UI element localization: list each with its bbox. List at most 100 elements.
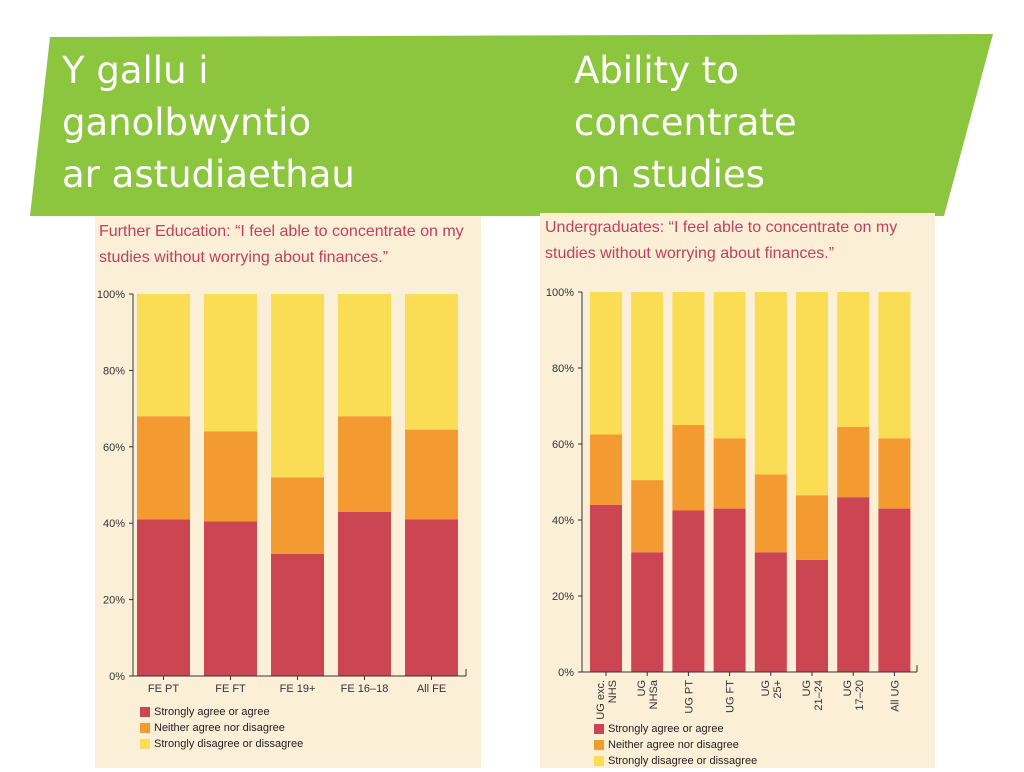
x-tick-label: UG21–24 xyxy=(801,680,825,711)
legend-label: Strongly disagree or dissagree xyxy=(154,738,304,750)
bar-segment xyxy=(713,508,746,672)
y-tick-label: 60% xyxy=(552,439,574,451)
legend-swatch xyxy=(594,724,604,734)
x-tick-label-group: UG PT xyxy=(683,680,695,714)
bar-segment xyxy=(631,552,664,672)
x-tick-label: FE 19+ xyxy=(280,683,316,695)
x-tick-label-line: NHSa xyxy=(648,679,660,709)
bar-segment xyxy=(796,559,828,672)
x-tick-label: UG PT xyxy=(683,680,695,714)
x-tick-label-line: UG xyxy=(636,680,648,697)
bar-segment xyxy=(672,292,705,425)
further-education-chart: 0% 20% 40% 60% 80% 100% FE PT FE FT FE 19+ FE 16–… xyxy=(97,289,467,695)
bar-segment xyxy=(713,292,746,439)
legend-swatch xyxy=(594,740,604,750)
bar-segment xyxy=(837,292,870,427)
bar-segment xyxy=(338,294,391,417)
x-tick-label-group: UGNHSa xyxy=(636,679,660,709)
x-tick-label-line: UG PT xyxy=(683,680,695,714)
bar-segment xyxy=(878,508,911,672)
x-tick-label: FE 16–18 xyxy=(341,683,389,695)
english-title: Ability to concentrate on studies xyxy=(574,49,797,196)
x-tick-label-group: UG exc.NHS xyxy=(595,680,619,720)
bar-segment xyxy=(590,292,622,435)
bar-segment xyxy=(672,510,705,672)
legend-label: Strongly disagree or dissagree xyxy=(608,755,758,767)
bar-segment xyxy=(405,429,458,520)
bar-segment xyxy=(631,292,664,481)
bar-segment xyxy=(713,438,746,509)
x-tick-label: UGNHSa xyxy=(636,679,660,709)
bar-segment xyxy=(878,438,911,509)
bar-segment xyxy=(590,504,622,672)
x-tick-label: FE FT xyxy=(215,683,246,695)
bar-segment xyxy=(796,495,828,560)
y-tick-label: 40% xyxy=(103,518,125,530)
x-tick-label-line: UG xyxy=(801,680,813,697)
title-banner: Y gallu i ganolbwyntio ar astudiaethau A… xyxy=(0,0,1024,230)
x-tick-label-group: UG21–24 xyxy=(801,680,825,711)
x-tick-label-group: UG25+ xyxy=(760,680,784,699)
legend-swatch xyxy=(140,739,150,749)
y-tick-label: 0% xyxy=(558,667,574,679)
bar-segment xyxy=(338,416,391,512)
x-tick-label-line: UG xyxy=(760,680,772,697)
x-tick-label-line: UG FT xyxy=(725,680,737,713)
legend-label: Strongly agree or agree xyxy=(154,706,270,718)
legend-label: Neither agree nor disagree xyxy=(154,722,285,734)
y-tick-label: 80% xyxy=(103,365,125,377)
x-tick-label: All FE xyxy=(417,683,446,695)
bar-segment xyxy=(137,294,190,417)
y-tick-label: 100% xyxy=(546,287,574,299)
x-tick-label-line: NHS xyxy=(607,680,619,703)
y-tick-label: 40% xyxy=(552,515,574,527)
y-tick-label: 20% xyxy=(552,591,574,603)
bar-segment xyxy=(271,294,324,478)
x-tick-label-line: 17–20 xyxy=(854,680,866,711)
x-tick-label: UG FT xyxy=(725,680,737,713)
bar-segment xyxy=(137,416,190,520)
bar-segment xyxy=(878,292,911,439)
bar-segment xyxy=(796,292,828,496)
legend-label: Strongly agree or agree xyxy=(608,723,724,735)
x-tick-label-line: 21–24 xyxy=(813,680,825,711)
undergraduates-chart: 0%20%40%60%80%100%UG exc.NHS UGNHSa UG PT U… xyxy=(546,287,918,720)
x-tick-label: All UG xyxy=(889,680,901,712)
legend-label: Neither agree nor disagree xyxy=(608,739,739,751)
further-education-chart-panel: Further Education: “I feel able to conce… xyxy=(95,216,481,768)
legend-swatch xyxy=(140,723,150,733)
chart-title: Undergraduates: “I feel able to concentr… xyxy=(545,219,898,262)
y-tick-label: 0% xyxy=(109,671,125,683)
x-tick-label-line: All UG xyxy=(889,680,901,712)
bar-segment xyxy=(631,480,664,553)
y-tick-label: 20% xyxy=(103,595,125,607)
x-tick-label-group: UG FT xyxy=(725,680,737,713)
bar-segment xyxy=(672,425,705,511)
bar-segment xyxy=(405,519,458,676)
bar-segment xyxy=(271,553,324,676)
x-tick-label-group: All UG xyxy=(889,680,901,712)
x-tick-label: FE PT xyxy=(148,683,179,695)
banner-shape xyxy=(30,34,993,216)
x-tick-label-line: 25+ xyxy=(772,680,784,699)
y-tick-label: 60% xyxy=(103,442,125,454)
bar-segment xyxy=(137,519,190,676)
x-tick-label-line: UG xyxy=(842,680,854,697)
undergraduates-chart-panel: Undergraduates: “I feel able to concentr… xyxy=(540,213,935,768)
y-tick-label: 100% xyxy=(97,289,125,301)
x-tick-label: UG25+ xyxy=(760,680,784,699)
bar-segment xyxy=(204,294,257,432)
welsh-title: Y gallu i ganolbwyntio ar astudiaethau xyxy=(62,49,355,196)
x-tick-label: UG17–20 xyxy=(842,680,866,711)
bar-segment xyxy=(590,434,622,505)
bar-segment xyxy=(204,431,257,522)
bar-segment xyxy=(754,552,787,672)
legend-swatch xyxy=(594,756,604,766)
bar-segment xyxy=(754,292,787,475)
bar-segment xyxy=(837,426,870,498)
bar-segment xyxy=(338,511,391,676)
bar-segment xyxy=(204,521,257,676)
x-tick-label-line: UG exc. xyxy=(595,680,607,720)
bar-segment xyxy=(837,497,870,672)
x-tick-label-group: UG17–20 xyxy=(842,680,866,711)
